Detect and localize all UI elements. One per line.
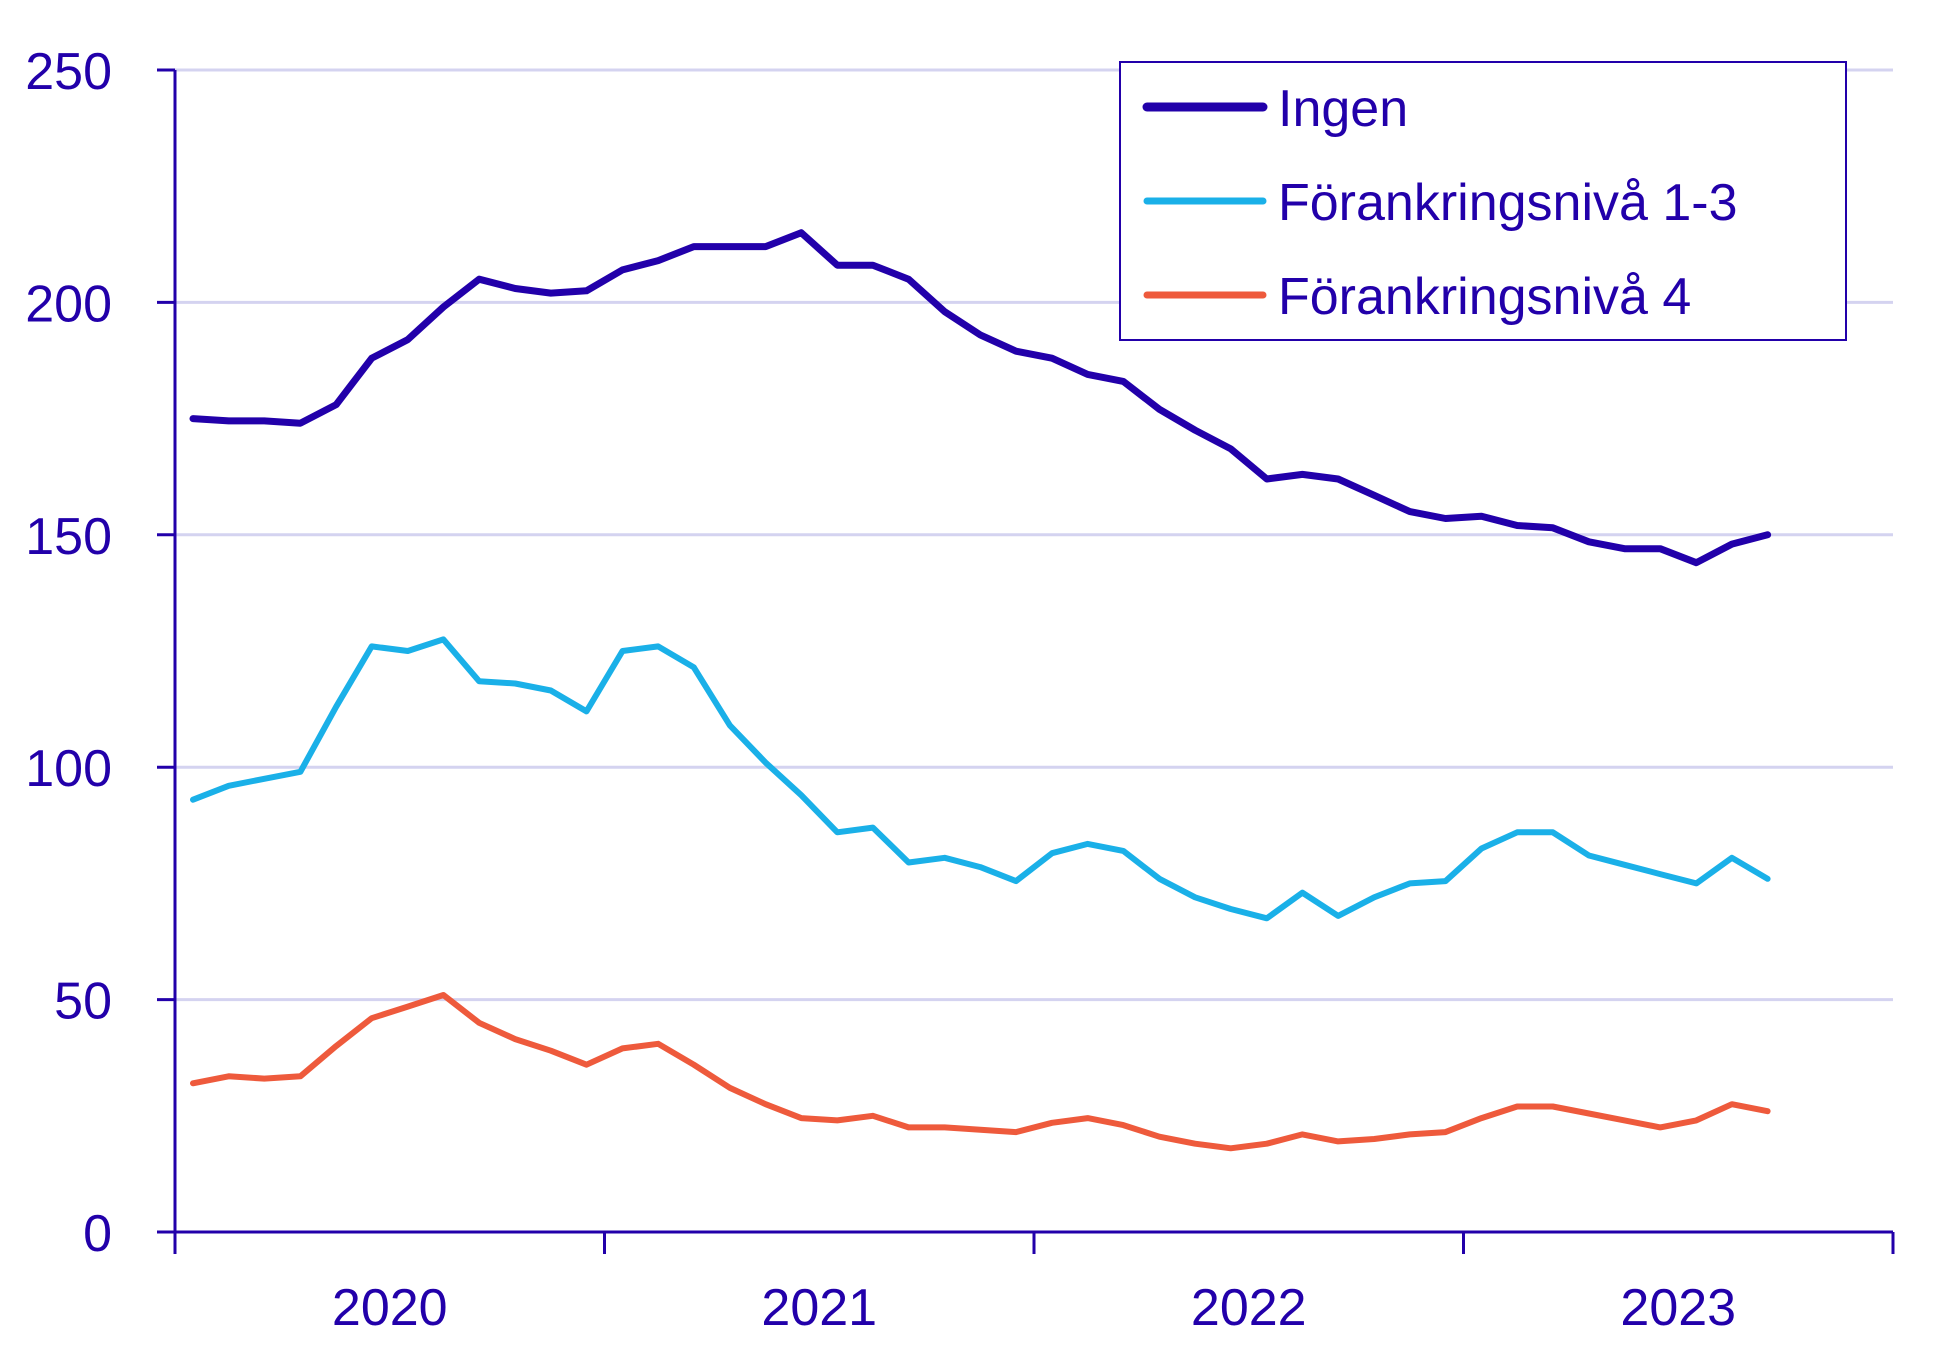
x-tick-label: 2022 xyxy=(1191,1279,1307,1337)
y-tick-label: 150 xyxy=(25,508,112,566)
legend-label-3: Förankringsnivå 4 xyxy=(1278,268,1691,326)
series-line-2 xyxy=(190,636,1771,922)
x-tick-label: 2020 xyxy=(332,1279,448,1337)
y-tick-label: 50 xyxy=(54,973,112,1031)
y-tick-label: 100 xyxy=(25,740,112,798)
y-tick-label: 200 xyxy=(25,275,112,333)
axes: 0 50 100 150 200 250 2020 2021 2022 2023 xyxy=(25,43,1895,1337)
legend-label-1: Ingen xyxy=(1278,80,1408,138)
x-tick-label: 2023 xyxy=(1620,1279,1736,1337)
y-tick-label: 250 xyxy=(25,43,112,101)
legend-label-2: Förankringsnivå 1-3 xyxy=(1278,174,1738,232)
y-tick-label: 0 xyxy=(83,1205,112,1263)
series-line-1 xyxy=(189,229,1772,567)
legend: Ingen Förankringsnivå 1-3 Förankringsnivå … xyxy=(1119,61,1847,341)
series-line-3 xyxy=(190,992,1771,1152)
x-tick-label: 2021 xyxy=(761,1279,877,1337)
series-lines xyxy=(189,229,1772,1152)
